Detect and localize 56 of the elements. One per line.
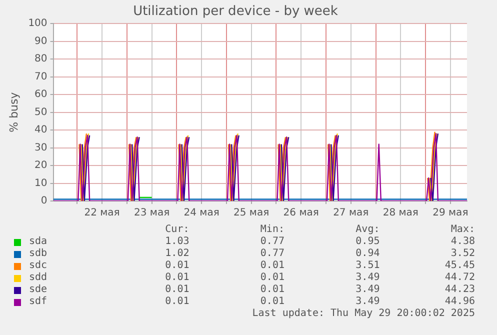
text: 1.02 [164, 248, 190, 260]
text: 44.72 [444, 272, 475, 284]
text: 3.49 [354, 296, 380, 308]
x-tick-label: 25 мая [234, 208, 270, 219]
y-tick-label: 80 [34, 54, 48, 65]
text: 4.38 [450, 236, 475, 248]
x-tick-label: 24 мая [184, 208, 220, 219]
x-tick-label: 26 мая [283, 208, 319, 219]
legend-label: sdb [29, 248, 48, 260]
text: 0.01 [164, 284, 190, 296]
y-axis-title: % busy [7, 92, 20, 132]
y-tick-label: 30 [34, 142, 48, 154]
text: Last update: Thu May 29 20:00:02 2025 [251, 308, 475, 320]
chart-title: Utilization per device - by week [133, 4, 338, 20]
x-tick-label: 23 мая [134, 208, 170, 219]
text: 3.49 [354, 284, 380, 296]
text: 45.45 [444, 260, 475, 272]
legend-label: sdc [29, 260, 48, 272]
x-tick-label: 22 мая [84, 208, 120, 219]
text: 0.01 [164, 272, 190, 284]
text: 1.03 [164, 236, 190, 248]
text: Max: [450, 224, 475, 236]
legend-label: sdd [29, 272, 48, 284]
text: 0.94 [354, 248, 380, 260]
text: 0.77 [259, 236, 284, 248]
y-tick-label: 100 [28, 18, 48, 30]
text: 0.01 [259, 296, 284, 308]
y-tick-label: 0 [40, 196, 48, 207]
legend-label: sda [29, 236, 48, 248]
x-tick-label: 27 мая [333, 208, 369, 219]
x-tick-label: 29 мая [432, 208, 468, 219]
text: 0.77 [259, 248, 284, 260]
y-tick-label: 50 [34, 106, 48, 118]
y-tick-label: 60 [34, 89, 48, 100]
legend-label: sde [29, 284, 48, 296]
y-tick-label: 90 [34, 36, 48, 47]
text: 3.49 [354, 272, 380, 284]
text: 0.01 [164, 260, 190, 272]
text: Avg: [354, 224, 380, 236]
text: 3.51 [354, 260, 380, 272]
y-tick-label: 70 [34, 71, 48, 82]
text: 0.01 [259, 260, 284, 272]
y-tick-label: 20 [34, 160, 48, 172]
text: Cur: [164, 224, 190, 236]
text: 0.95 [354, 236, 380, 248]
text: 0.01 [259, 284, 284, 296]
text: 44.96 [444, 296, 475, 308]
text: 44.23 [444, 284, 475, 296]
text: Min: [259, 224, 284, 236]
y-tick-label: 10 [34, 178, 48, 189]
text: 3.52 [450, 248, 475, 260]
text: 0.01 [259, 272, 284, 284]
text: 0.01 [164, 296, 190, 308]
y-tick-label: 40 [34, 124, 48, 136]
legend-label: sdf [29, 296, 48, 308]
x-tick-label: 28 мая [382, 208, 418, 219]
